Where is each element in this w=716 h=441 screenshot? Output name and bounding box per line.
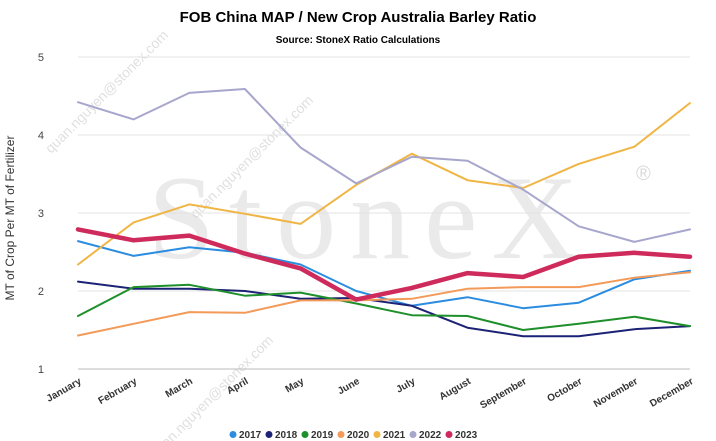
y-tick-label: 3 <box>38 208 44 220</box>
series-line-2020 <box>77 271 691 337</box>
y-tick-label: 4 <box>38 130 44 142</box>
legend-label-2021: 2021 <box>383 430 406 441</box>
legend-marker-2023 <box>445 431 453 438</box>
legend-label-2019: 2019 <box>311 430 334 441</box>
watermark-brand: StoneX <box>148 151 592 284</box>
x-tick-label: July <box>394 376 417 396</box>
legend-marker-2017 <box>229 431 237 438</box>
chart-title: FOB China MAP / New Crop Australia Barle… <box>180 9 537 26</box>
legend-label-2023: 2023 <box>455 430 478 441</box>
x-tick-label: August <box>438 376 474 403</box>
watermark-url: quan.nguyen@stonex.com <box>147 332 276 441</box>
y-tick-label: 2 <box>38 286 44 298</box>
x-tick-label: November <box>592 376 640 410</box>
series-line-2019 <box>77 283 691 331</box>
legend-marker-2022 <box>409 431 417 438</box>
y-tick-label: 5 <box>38 52 44 64</box>
x-tick-label: June <box>336 376 362 397</box>
legend-label-2017: 2017 <box>239 430 262 441</box>
series-line-2018 <box>77 280 691 338</box>
legend: 2017 2018 2019 2020 2021 2022 2023 <box>229 430 478 441</box>
legend-marker-2020 <box>337 431 345 438</box>
x-tick-label: May <box>284 376 307 395</box>
series-line-2023 <box>75 227 693 302</box>
x-tick-label: September <box>478 376 528 411</box>
legend-marker-2018 <box>265 431 273 438</box>
y-axis-label: MT of Crop Per MT of Fertilizer <box>3 136 17 301</box>
legend-marker-2021 <box>373 431 381 438</box>
series-lines <box>75 88 693 338</box>
series-line-2017 <box>77 240 691 310</box>
x-tick-label: January <box>45 376 84 405</box>
x-tick-label: December <box>648 376 695 410</box>
watermark-registered: ® <box>636 163 651 185</box>
x-tick-label: March <box>164 376 195 400</box>
x-tick-label: February <box>97 376 140 407</box>
legend-label-2020: 2020 <box>347 430 370 441</box>
legend-marker-2019 <box>301 431 309 438</box>
y-tick-label: 1 <box>38 364 44 376</box>
x-tick-label: October <box>546 376 585 405</box>
series-line-2022 <box>77 88 691 243</box>
chart-subtitle: Source: StoneX Ratio Calculations <box>276 35 441 46</box>
legend-label-2018: 2018 <box>275 430 298 441</box>
legend-label-2022: 2022 <box>419 430 442 441</box>
watermark-url: quan.nguyen@stonex.com <box>42 27 171 156</box>
